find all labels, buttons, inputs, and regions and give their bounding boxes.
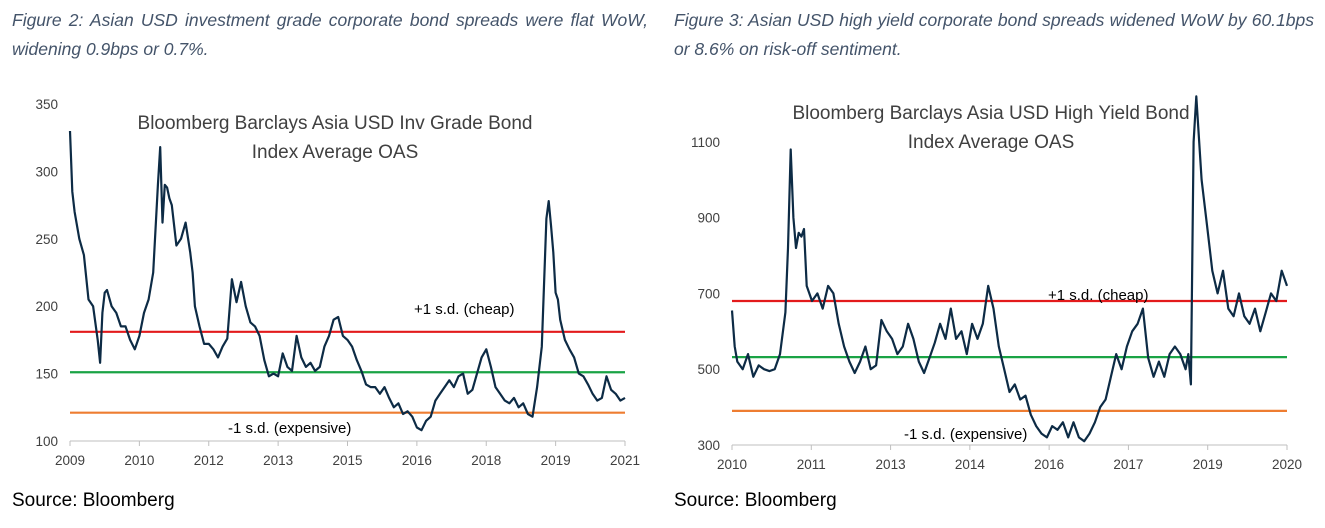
x-tick-label: 2010 bbox=[717, 457, 747, 470]
y-tick-label: 700 bbox=[697, 286, 720, 301]
reference-line-label: +1 s.d. (cheap) bbox=[414, 301, 514, 318]
x-tick-label: 2016 bbox=[1034, 457, 1064, 470]
x-tick-label: 2009 bbox=[55, 453, 85, 468]
chart-title-line: Bloomberg Barclays Asia USD High Yield B… bbox=[792, 103, 1189, 124]
figure-caption: Figure 3: Asian USD high yield corporate… bbox=[674, 10, 1314, 59]
x-tick-label: 2015 bbox=[332, 453, 362, 468]
reference-line-label: -1 s.d. (expensive) bbox=[228, 420, 351, 437]
x-tick-label: 2013 bbox=[876, 457, 906, 470]
x-tick-label: 2013 bbox=[263, 453, 293, 468]
y-tick-label: 300 bbox=[697, 438, 720, 453]
reference-line-label: +1 s.d. (cheap) bbox=[1048, 287, 1148, 304]
oas-series-line bbox=[730, 95, 1289, 443]
y-tick-label: 200 bbox=[35, 299, 58, 314]
x-tick-label: 2014 bbox=[955, 457, 986, 470]
oas-series-line bbox=[68, 130, 626, 432]
x-tick-label: 2018 bbox=[471, 453, 501, 468]
x-tick-label: 2020 bbox=[1272, 457, 1302, 470]
y-tick-label: 350 bbox=[35, 97, 58, 112]
x-tick-label: 2021 bbox=[610, 453, 640, 468]
y-tick-label: 1100 bbox=[691, 135, 720, 150]
reference-line-label: -1 s.d. (expensive) bbox=[904, 426, 1027, 443]
y-tick-label: 900 bbox=[697, 211, 720, 226]
source-note: Source: Bloomberg bbox=[12, 490, 175, 511]
x-tick-label: 2019 bbox=[541, 453, 571, 468]
x-tick-label: 2012 bbox=[194, 453, 224, 468]
x-tick-label: 2010 bbox=[124, 453, 154, 468]
y-tick-label: 300 bbox=[35, 164, 58, 179]
y-tick-label: 500 bbox=[697, 362, 720, 377]
chart-title-line: Index Average OAS bbox=[908, 132, 1075, 153]
y-tick-label: 100 bbox=[35, 434, 58, 449]
figure-caption: Figure 2: Asian USD investment grade cor… bbox=[12, 10, 648, 59]
x-tick-label: 2017 bbox=[1113, 457, 1143, 470]
hy-spread-chart: Bloomberg Barclays Asia USD High Yield B… bbox=[691, 95, 1302, 470]
chart-title-line: Index Average OAS bbox=[252, 142, 419, 163]
figure-3-panel: Figure 3: Asian USD high yield corporate… bbox=[662, 0, 1325, 528]
x-tick-label: 2011 bbox=[797, 457, 826, 470]
x-tick-label: 2019 bbox=[1193, 457, 1223, 470]
chart-title-line: Bloomberg Barclays Asia USD Inv Grade Bo… bbox=[138, 113, 533, 134]
ig-spread-chart: Bloomberg Barclays Asia USD Inv Grade Bo… bbox=[35, 97, 640, 468]
y-tick-label: 150 bbox=[35, 367, 58, 382]
source-note: Source: Bloomberg bbox=[674, 490, 837, 511]
figure-2-panel: Figure 2: Asian USD investment grade cor… bbox=[0, 0, 662, 528]
x-tick-label: 2016 bbox=[402, 453, 432, 468]
y-tick-label: 250 bbox=[35, 232, 58, 247]
